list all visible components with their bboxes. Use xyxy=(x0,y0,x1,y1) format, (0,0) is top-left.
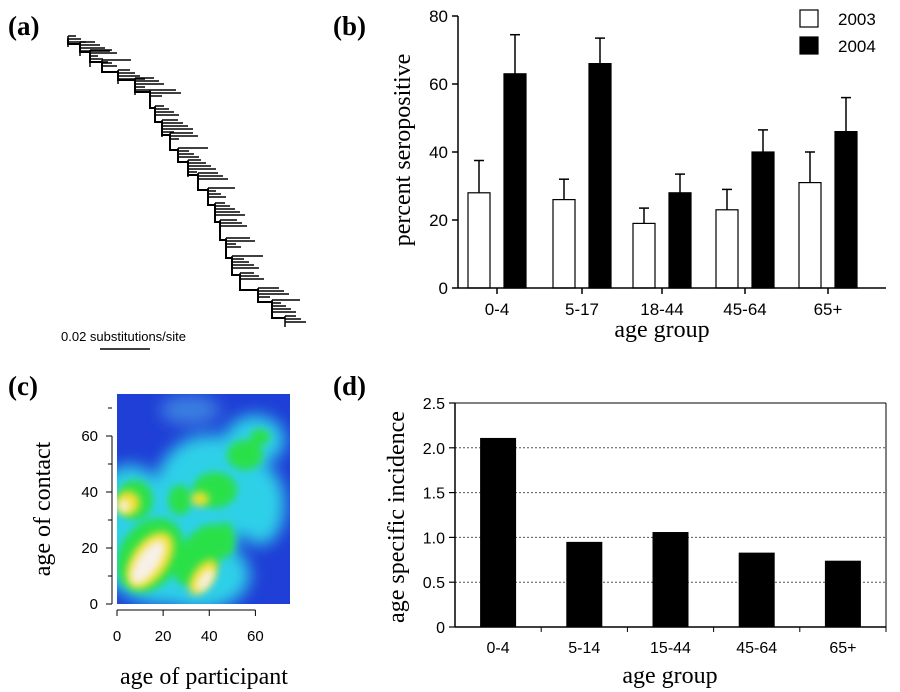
chart-c-y-tick-label: 40 xyxy=(81,484,98,501)
chart-c-x-tick-label: 20 xyxy=(155,628,172,645)
chart-b-y-ticks: 0 20 40 60 80 xyxy=(429,7,458,298)
chart-b-x-tick-label: 18-44 xyxy=(640,300,683,319)
contact-heatmap: 0 20 40 60 0 20 40 60 age of contact age of par… xyxy=(30,394,290,690)
chart-b-x-tick-label: 0-4 xyxy=(485,300,510,319)
panel-c-label: (c) xyxy=(8,371,38,401)
chart-b-y-tick-label: 40 xyxy=(429,143,448,162)
tree-leaves xyxy=(220,219,247,227)
chart-d-y-tick-label: 1.0 xyxy=(423,530,445,547)
panel-b-label: (b) xyxy=(333,11,366,41)
panel-a-label: (a) xyxy=(8,11,39,41)
tree-leaves xyxy=(80,41,110,52)
tree-leaves xyxy=(240,272,264,280)
scale-bar-label: 0.02 substitutions/site xyxy=(61,329,186,344)
chart-b-x-tick-labels: 0-4 5-17 18-44 45-64 65+ xyxy=(485,288,843,319)
legend-2004-swatch xyxy=(799,36,819,55)
chart-d-y-tick-label: 0.5 xyxy=(423,575,445,592)
tree-leaves xyxy=(118,69,145,80)
chart-b-y-tick-label: 0 xyxy=(439,279,448,298)
tree-leaves xyxy=(208,187,235,198)
chart-c-y-tick-label: 0 xyxy=(90,596,98,613)
chart-b-y-tick-label: 60 xyxy=(429,75,448,94)
chart-b-legend: 2003 2004 xyxy=(799,9,876,56)
tree-leaves xyxy=(188,159,216,173)
chart-d-bars xyxy=(480,437,861,627)
chart-d-y-tick-label: 2.0 xyxy=(423,441,445,458)
chart-c-y-tick-label: 60 xyxy=(81,428,98,445)
bar-2004-5-17 xyxy=(588,62,612,289)
heatmap-field xyxy=(117,394,290,604)
chart-c-x-tick-label: 60 xyxy=(247,628,264,645)
tree-leaves xyxy=(215,202,245,216)
chart-d-y-tick-label: 2.5 xyxy=(423,396,445,413)
tree-leaves xyxy=(232,255,263,269)
chart-d-y-tick-label: 1.5 xyxy=(423,486,445,503)
bar-2003-0-4 xyxy=(467,192,491,289)
chart-d-y-tick-label: 0 xyxy=(436,620,445,637)
chart-c-y-title: age of contact xyxy=(30,441,56,576)
chart-b-x-tick-label: 5-17 xyxy=(565,300,599,319)
tree-leaves xyxy=(90,49,117,63)
tree-leaves xyxy=(258,287,289,298)
panel-d-label: (d) xyxy=(333,371,366,401)
bar-0-4 xyxy=(480,437,517,627)
bar-2004-45-64 xyxy=(751,151,775,289)
legend-2004-label: 2004 xyxy=(838,37,876,56)
bar-2003-18-44 xyxy=(632,222,656,289)
bar-65+ xyxy=(824,560,861,627)
chart-c-x-tick-label: 0 xyxy=(113,628,121,645)
chart-c-ticks: 0 20 40 60 0 20 40 60 xyxy=(81,407,264,645)
chart-b-y-tick-label: 20 xyxy=(429,211,448,230)
tree-leaves xyxy=(178,147,208,158)
bar-15-44 xyxy=(652,532,689,627)
chart-b-x-tick-label: 45-64 xyxy=(723,300,766,319)
bar-2003-65+ xyxy=(798,182,822,289)
tree-leaves xyxy=(198,172,228,180)
chart-d-x-tick-label: 45-64 xyxy=(736,640,777,657)
tree-leaves xyxy=(272,299,300,313)
chart-b-x-title: age group xyxy=(614,317,709,343)
bar-2003-45-64 xyxy=(715,209,739,289)
incidence-bar-chart: 0 0.5 1.0 1.5 2.0 2.5 0-4 5-14 15-44 45-64 65+ age… xyxy=(384,396,887,689)
bar-45-64 xyxy=(738,552,775,627)
bar-2004-18-44 xyxy=(668,192,692,289)
chart-c-x-tick-label: 40 xyxy=(201,628,218,645)
bar-2003-5-17 xyxy=(552,199,576,289)
legend-2003-label: 2003 xyxy=(838,10,876,29)
chart-c-x-title: age of participant xyxy=(120,664,288,690)
tree-leaves xyxy=(102,59,131,67)
chart-b-x-tick-label: 65+ xyxy=(814,300,843,319)
chart-d-x-title: age group xyxy=(622,663,717,689)
tree-leaves xyxy=(150,89,181,97)
chart-d-y-title: age specific incidence xyxy=(384,411,410,623)
chart-d-x-tick-label: 0-4 xyxy=(487,640,510,657)
phylogenetic-tree xyxy=(67,35,306,327)
tree-leaves xyxy=(68,35,86,43)
seropositive-bar-chart: 0 20 40 60 80 0-4 5-17 18-44 45-64 65+ age group… xyxy=(390,7,886,343)
chart-b-y-tick-label: 80 xyxy=(429,7,448,26)
chart-b-bars xyxy=(467,33,858,289)
chart-d-tick-labels: 0 0.5 1.0 1.5 2.0 2.5 0-4 5-14 15-44 45-64 65+ xyxy=(423,396,887,657)
tree-leaves xyxy=(170,132,198,140)
tree-leaves xyxy=(285,315,306,323)
chart-d-x-tick-label: 5-14 xyxy=(568,640,600,657)
chart-d-x-tick-label: 65+ xyxy=(829,640,856,657)
legend-2003-swatch xyxy=(799,9,819,28)
bar-5-14 xyxy=(566,541,603,627)
bar-2004-0-4 xyxy=(503,73,527,289)
tree-leaves xyxy=(226,237,255,248)
chart-c-y-tick-label: 20 xyxy=(81,540,98,557)
tree-leaves xyxy=(135,77,164,91)
bar-2004-65+ xyxy=(834,131,858,289)
tree-leaves xyxy=(155,105,179,116)
chart-d-x-tick-label: 15-44 xyxy=(650,640,691,657)
chart-b-y-title: percent seropositive xyxy=(390,54,416,247)
tree-leaves xyxy=(162,119,193,133)
